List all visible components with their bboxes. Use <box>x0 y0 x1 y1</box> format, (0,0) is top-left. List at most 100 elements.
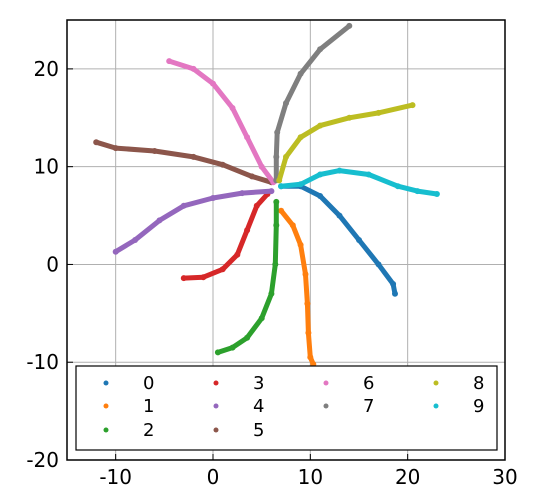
legend-item-5: 5 <box>213 420 264 441</box>
data-point <box>346 114 353 121</box>
data-point <box>210 195 216 201</box>
data-point <box>239 190 246 197</box>
legend-item-2: 2 <box>103 420 154 441</box>
data-point <box>253 202 260 209</box>
data-point <box>210 80 216 87</box>
legend-label: 1 <box>143 396 154 417</box>
data-point <box>317 171 324 178</box>
legend-label: 0 <box>143 373 154 394</box>
legend-item-0: 0 <box>103 373 154 394</box>
legend-label: 6 <box>363 373 374 394</box>
series-5 <box>93 139 275 186</box>
data-point <box>112 145 119 152</box>
y-tick-label: -10 <box>26 350 59 374</box>
data-point <box>200 274 207 281</box>
series-8 <box>276 102 416 184</box>
legend-marker <box>323 380 329 386</box>
data-point <box>409 102 416 109</box>
data-point <box>414 188 421 195</box>
data-point <box>180 275 187 282</box>
data-point <box>317 122 324 129</box>
data-point <box>112 248 119 255</box>
data-point <box>304 300 311 307</box>
legend-marker <box>103 380 109 386</box>
data-point <box>297 134 304 141</box>
data-point <box>283 100 289 107</box>
data-point <box>93 139 100 146</box>
legend: 01 2 34 5 67 89 <box>75 365 498 451</box>
series-trail <box>278 208 316 367</box>
x-tick-label: 0 <box>207 465 220 489</box>
legend-item-8: 8 <box>433 373 484 394</box>
data-point <box>375 261 382 268</box>
data-point <box>276 177 283 184</box>
data-point <box>190 153 197 160</box>
data-point <box>229 105 236 111</box>
data-point <box>156 217 163 224</box>
series-1 <box>278 207 317 368</box>
legend-label: 3 <box>253 373 264 394</box>
legend-label: 9 <box>473 396 484 417</box>
series-trail <box>93 139 274 185</box>
legend-label: 2 <box>143 420 154 441</box>
legend-item-3: 3 <box>213 373 264 394</box>
series-trail <box>278 168 440 197</box>
series-4 <box>112 188 275 255</box>
legend-item-6: 6 <box>323 373 374 394</box>
data-point <box>356 237 362 243</box>
data-point <box>283 153 289 160</box>
data-point <box>219 161 226 168</box>
data-point <box>214 349 221 356</box>
data-point <box>278 207 285 214</box>
data-point <box>307 354 314 361</box>
legend-label: 4 <box>253 396 264 417</box>
y-tick-label: 0 <box>46 252 59 276</box>
x-tick-label: 10 <box>298 465 323 489</box>
data-point <box>273 153 280 160</box>
data-point <box>151 148 158 154</box>
data-point <box>180 202 187 209</box>
data-point <box>268 290 275 297</box>
data-point <box>273 198 280 205</box>
data-point <box>132 237 139 243</box>
y-tick-label: 10 <box>34 155 59 179</box>
data-point <box>244 227 251 234</box>
data-point <box>433 191 440 197</box>
data-point <box>392 290 398 297</box>
data-series <box>93 22 440 368</box>
data-point <box>219 266 226 273</box>
data-point <box>268 188 275 195</box>
y-tick-label: -20 <box>26 448 59 472</box>
legend-marker <box>213 380 219 386</box>
data-point <box>346 22 353 29</box>
legend-box <box>75 365 498 451</box>
data-point <box>336 167 343 174</box>
legend-item-7: 7 <box>323 396 374 417</box>
x-tick-label: 30 <box>492 465 517 489</box>
legend-label: 7 <box>363 396 374 417</box>
data-point <box>229 344 236 351</box>
data-point <box>278 183 285 190</box>
data-point <box>365 171 372 178</box>
series-2 <box>214 198 280 356</box>
plot-frame <box>66 19 506 461</box>
x-tick-label: -10 <box>99 465 132 489</box>
x-tick-label: 20 <box>395 465 420 489</box>
series-trail <box>278 183 398 297</box>
legend-marker <box>433 380 439 386</box>
data-point <box>244 134 251 141</box>
data-point <box>394 183 401 190</box>
legend-item-9: 9 <box>433 396 484 417</box>
y-tick-label: 20 <box>34 57 59 81</box>
data-point <box>274 129 281 136</box>
data-point <box>248 173 255 180</box>
data-point <box>289 222 296 229</box>
legend-marker <box>103 403 109 409</box>
data-point <box>258 163 265 170</box>
data-point <box>258 315 265 322</box>
legend-item-4: 4 <box>213 396 264 417</box>
legend-item-1: 1 <box>103 396 154 417</box>
data-point <box>317 46 324 53</box>
